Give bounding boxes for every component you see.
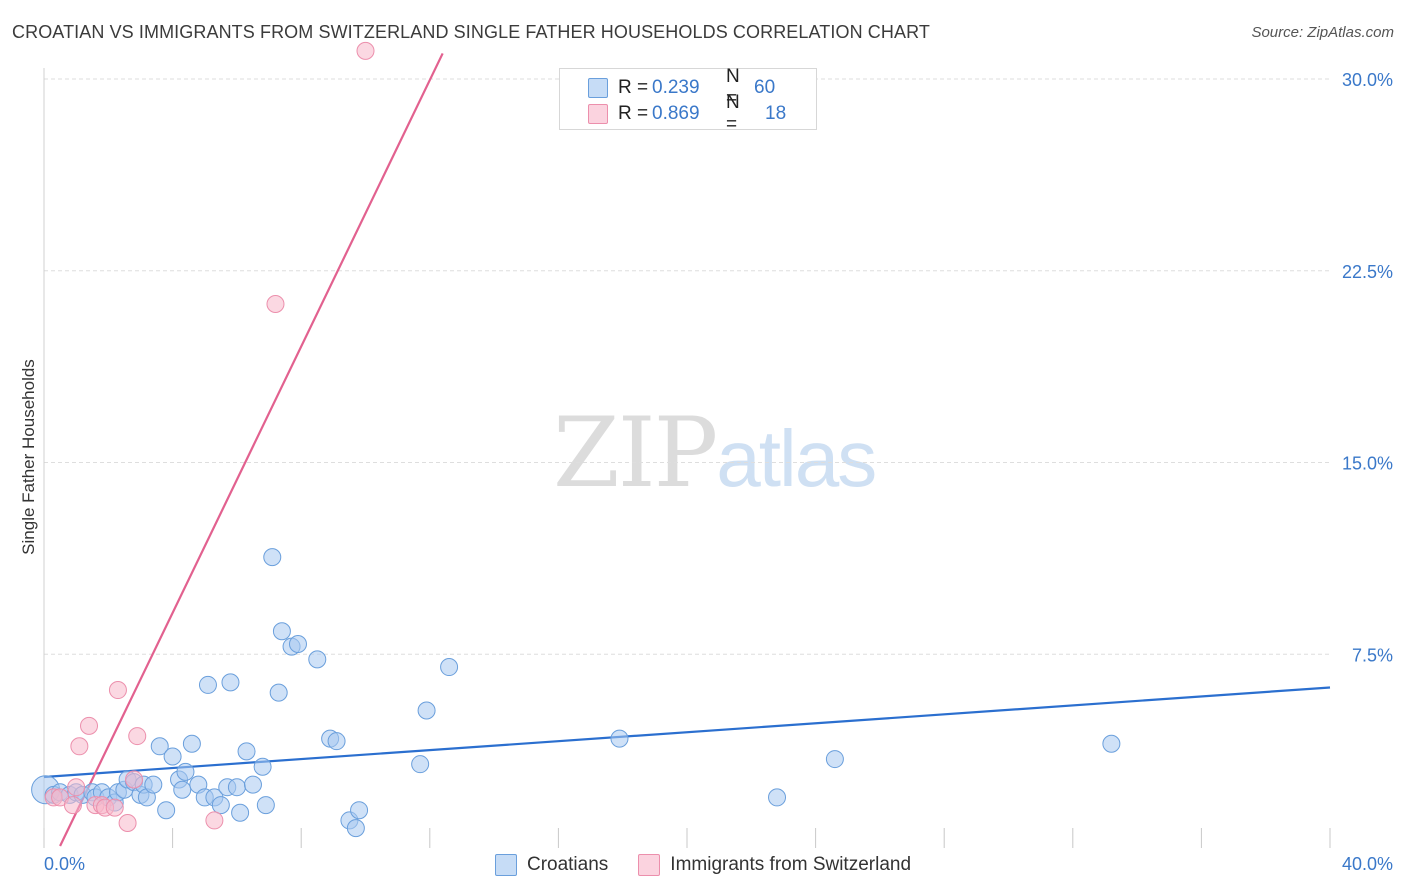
croatians-point: [346, 819, 365, 838]
y-tick-label: 7.5%: [1352, 645, 1393, 665]
croatians-point: [198, 675, 217, 694]
croatians-point: [327, 732, 346, 751]
legend-item-croatians[interactable]: Croatians: [494, 854, 609, 876]
gridlines: [44, 78, 1330, 655]
croatians-point: [288, 635, 307, 654]
legend-n-value: 60: [754, 77, 776, 98]
croatians-point: [176, 762, 195, 781]
swiss-point: [105, 798, 124, 817]
croatians-point: [308, 650, 327, 669]
legend-n-label: N =: [726, 92, 740, 135]
croatians-point: [269, 683, 288, 702]
legend-item-swiss[interactable]: Immigrants from Switzerland: [638, 854, 911, 876]
correlation-legend: R = 0.239 N = 60 R = 0.869 N = 18: [559, 66, 817, 135]
swiss-point: [63, 796, 82, 815]
croatians-point: [263, 548, 282, 567]
croatians-point: [237, 742, 256, 761]
croatians-point: [272, 622, 291, 641]
croatians-point: [144, 775, 163, 794]
watermark-atlas: atlas: [716, 414, 877, 503]
series-legend: Croatians Immigrants from Switzerland: [0, 852, 1406, 878]
y-tick-label: 22.5%: [1342, 262, 1393, 282]
swiss-trend-line: [59, 52, 444, 847]
swiss-point: [125, 770, 144, 789]
axes: [43, 68, 1331, 848]
swiss-legend-swatch: [638, 854, 661, 876]
legend-n-value: 18: [765, 103, 787, 124]
croatians-point: [417, 701, 436, 720]
legend-r-label: R =: [618, 77, 649, 98]
croatians-swatch: [588, 78, 608, 98]
x-tick-label: 40.0%: [1342, 854, 1393, 874]
swiss-point: [118, 813, 137, 832]
croatians-point: [243, 775, 262, 794]
croatians-legend-label: Croatians: [526, 854, 609, 875]
legend-r-value: 0.869: [652, 103, 700, 124]
croatians-point: [610, 729, 629, 748]
y-tick-label: 15.0%: [1342, 454, 1393, 474]
legend-row-croatians: R = 0.239 N = 60: [588, 66, 776, 109]
swiss-point: [67, 778, 86, 797]
swiss-point: [128, 727, 147, 746]
croatians-point: [256, 796, 275, 815]
legend-row-swiss: R = 0.869 N = 18: [588, 92, 787, 135]
legend-r-label: R =: [618, 103, 649, 124]
croatians-point: [411, 755, 430, 774]
y-axis-title: Single Father Households: [19, 359, 38, 555]
croatians-point: [150, 737, 169, 756]
watermark: ZIPatlas: [553, 405, 877, 503]
trend-lines: [43, 52, 1331, 847]
croatians-point: [182, 734, 201, 753]
croatians-point: [163, 747, 182, 766]
swiss-legend-label: Immigrants from Switzerland: [670, 854, 912, 875]
swiss-point: [266, 294, 285, 313]
swiss-point: [80, 716, 99, 735]
croatians-point: [157, 801, 176, 820]
croatians-point: [825, 750, 844, 769]
swiss-point: [108, 681, 127, 700]
croatians-point: [350, 801, 369, 820]
croatians-point: [253, 757, 272, 776]
y-tick-label: 30.0%: [1342, 70, 1393, 90]
swiss-point: [356, 41, 375, 60]
source-label: Source: ZipAtlas.com: [1251, 24, 1394, 41]
croatians-point: [231, 803, 250, 822]
data-points: [31, 41, 1121, 838]
tick-labels: 7.5% 15.0% 22.5% 30.0% 0.0% 40.0%: [44, 70, 1393, 874]
swiss-point: [205, 811, 224, 830]
swiss-point: [70, 737, 89, 756]
croatians-point: [440, 658, 459, 677]
x-tick-label: 0.0%: [44, 854, 85, 874]
legend-n-label: N =: [726, 66, 740, 109]
watermark-zip: ZIP: [553, 397, 718, 509]
croatians-point: [221, 673, 240, 692]
croatians-trend-line: [43, 686, 1331, 779]
swiss-swatch: [588, 104, 608, 124]
croatians-point: [1102, 734, 1121, 753]
croatians-point: [211, 796, 230, 815]
croatians-point: [227, 778, 246, 797]
chart-title: CROATIAN VS IMMIGRANTS FROM SWITZERLAND …: [12, 22, 930, 42]
croatians-legend-swatch: [494, 854, 517, 876]
croatians-point: [768, 788, 787, 807]
croatians-point: [173, 780, 192, 799]
legend-r-value: 0.239: [652, 77, 700, 98]
